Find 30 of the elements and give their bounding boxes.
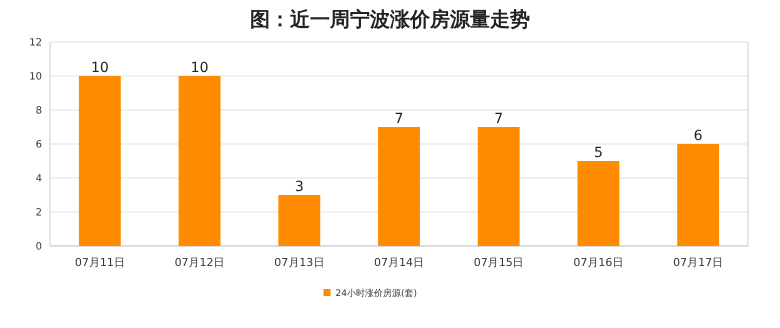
- bar: [378, 127, 420, 246]
- y-tick-label: 12: [29, 38, 42, 48]
- data-label: 6: [694, 128, 703, 144]
- data-label: 7: [494, 111, 504, 127]
- bar: [178, 76, 221, 246]
- bar: [478, 127, 520, 246]
- bar: [78, 76, 121, 246]
- y-tick-label: 6: [36, 140, 42, 150]
- bar: [677, 144, 720, 246]
- x-tick-label: 07月14日: [374, 256, 424, 269]
- data-label: 10: [90, 60, 109, 76]
- x-tick-label: 07月12日: [174, 256, 225, 269]
- y-tick-label: 0: [36, 242, 42, 252]
- y-tick-label: 4: [36, 174, 42, 184]
- x-tick-label: 07月13日: [274, 256, 324, 269]
- legend-label: 24小时涨价房源(套): [336, 288, 417, 299]
- x-tick-label: 07月15日: [474, 256, 524, 269]
- y-tick-label: 10: [29, 72, 42, 82]
- y-tick-label: 2: [36, 208, 42, 218]
- y-tick-label: 8: [36, 106, 42, 116]
- bar: [577, 161, 620, 246]
- x-tick-label: 07月17日: [673, 256, 724, 269]
- bar: [278, 195, 320, 246]
- x-tick-label: 07月11日: [74, 256, 125, 269]
- data-label: 5: [594, 145, 603, 161]
- data-label: 3: [294, 179, 304, 195]
- chart-title: 图：近一周宁波涨价房源量走势: [250, 7, 530, 31]
- x-tick-label: 07月16日: [573, 256, 624, 269]
- data-label: 10: [190, 60, 208, 76]
- data-label: 7: [394, 111, 404, 127]
